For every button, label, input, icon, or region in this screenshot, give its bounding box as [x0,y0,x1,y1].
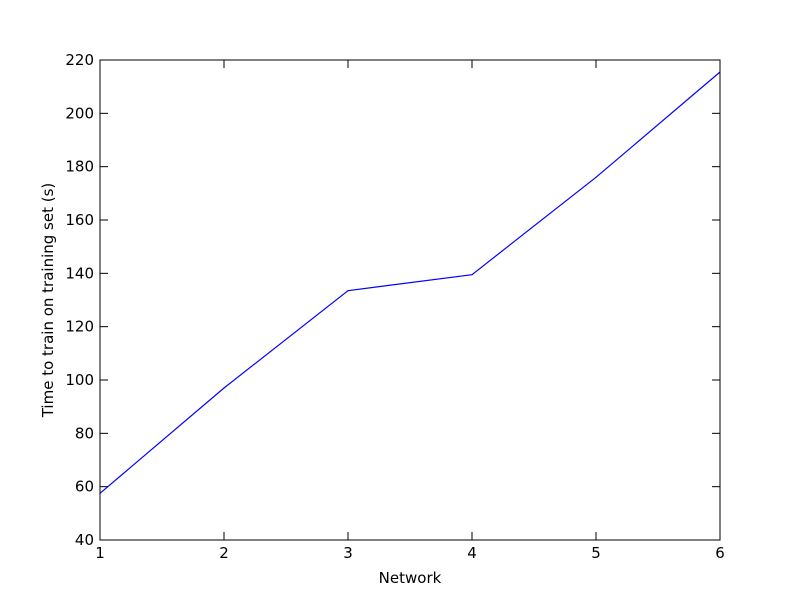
y-tick-label: 220 [65,51,94,69]
x-tick-label: 4 [467,544,477,562]
x-axis-label: Network [379,569,442,587]
x-tick-label: 3 [343,544,353,562]
data-point [223,387,225,389]
y-tick-label: 100 [65,371,94,389]
y-tick-label: 160 [65,211,94,229]
y-tick-label: 180 [65,158,94,176]
data-point [595,176,597,178]
x-tick-label: 1 [95,544,105,562]
x-tick-label: 2 [219,544,229,562]
y-tick-label: 200 [65,104,94,122]
y-tick-label: 120 [65,318,94,336]
data-point [471,274,473,276]
data-point [347,290,349,292]
series-line [99,71,721,494]
x-tick-label: 5 [591,544,601,562]
y-axis-label: Time to train on training set (s) [39,183,57,419]
x-tick-label: 6 [715,544,725,562]
y-tick-label: 140 [65,264,94,282]
y-tick-label: 40 [75,531,94,549]
y-tick-label: 80 [75,424,94,442]
plot-frame [99,59,721,541]
y-tick-label: 60 [75,478,94,496]
